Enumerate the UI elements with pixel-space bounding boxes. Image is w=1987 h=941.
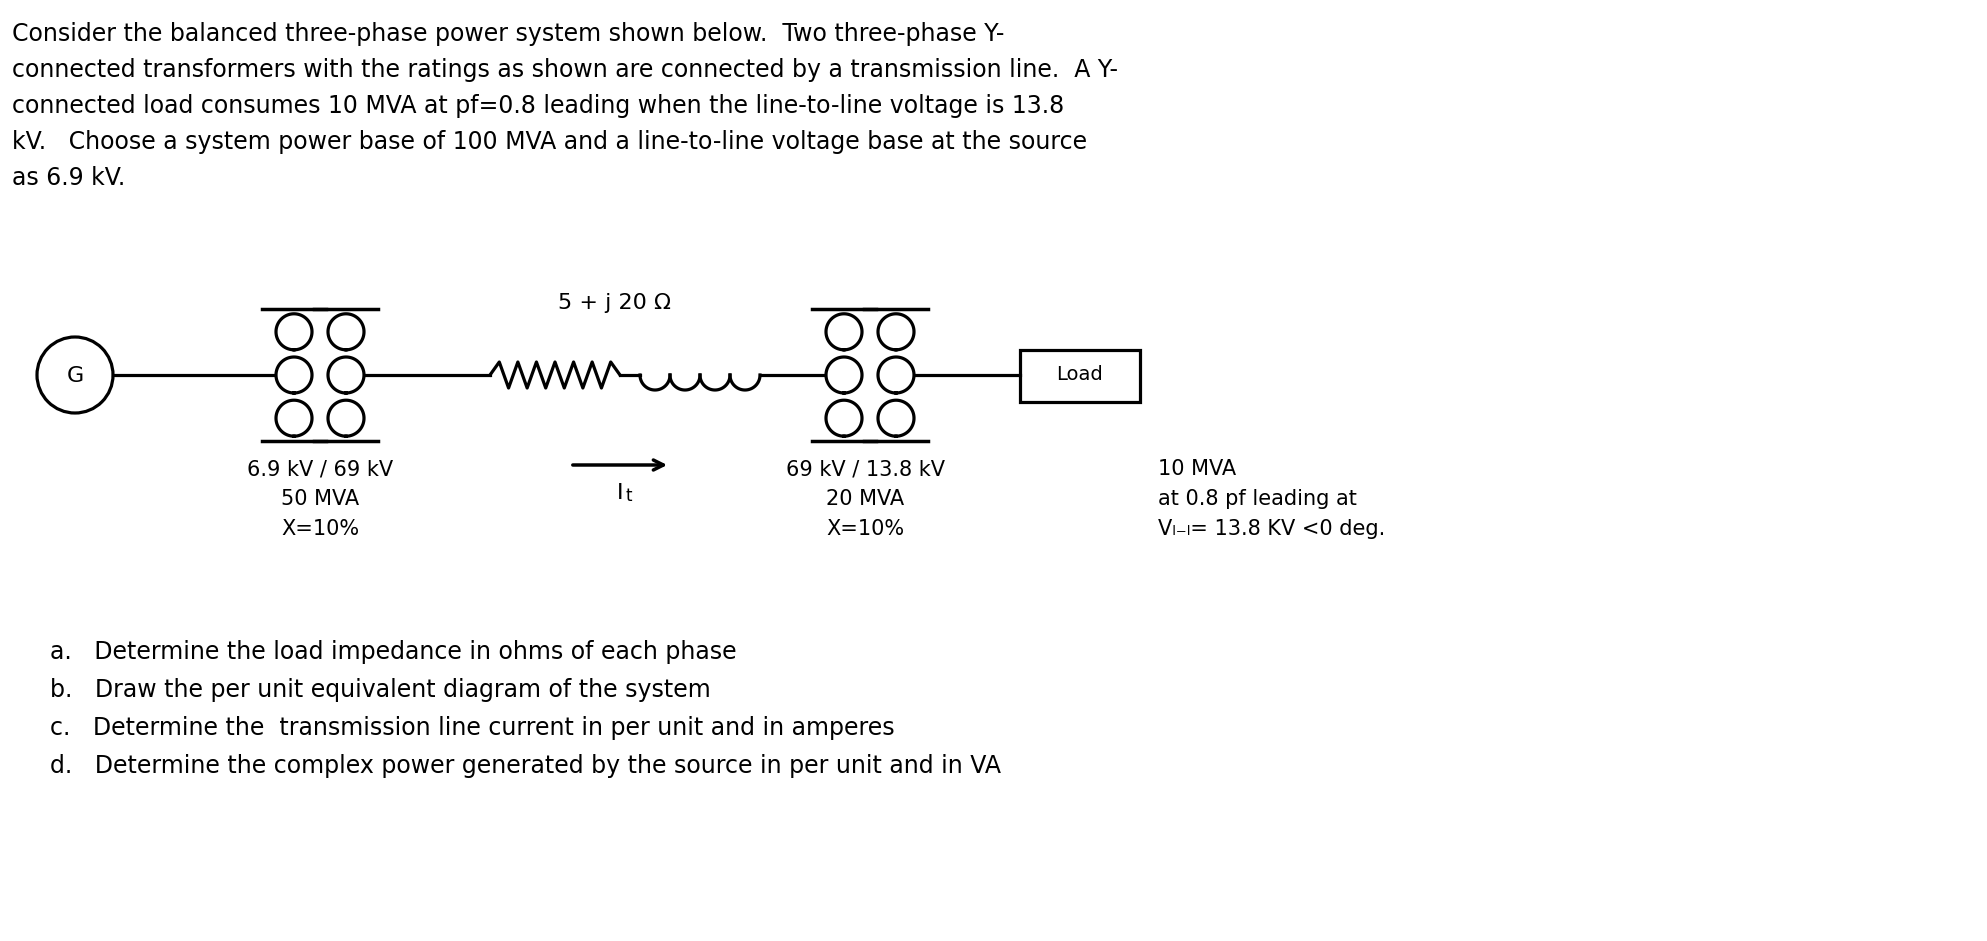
- Text: I: I: [616, 483, 624, 503]
- Text: a.   Determine the load impedance in ohms of each phase: a. Determine the load impedance in ohms …: [50, 640, 737, 664]
- Text: kV.   Choose a system power base of 100 MVA and a line-to-line voltage base at t: kV. Choose a system power base of 100 MV…: [12, 130, 1087, 154]
- Text: b.   Draw the per unit equivalent diagram of the system: b. Draw the per unit equivalent diagram …: [50, 678, 711, 702]
- Text: at 0.8 pf leading at: at 0.8 pf leading at: [1158, 489, 1357, 509]
- Text: connected load consumes 10 MVA at pf=0.8 leading when the line-to-line voltage i: connected load consumes 10 MVA at pf=0.8…: [12, 94, 1065, 118]
- Text: Vₗ₋ₗ= 13.8 KV <0 deg.: Vₗ₋ₗ= 13.8 KV <0 deg.: [1158, 519, 1385, 539]
- Text: 10 MVA: 10 MVA: [1158, 459, 1236, 479]
- Text: t: t: [626, 487, 632, 505]
- Text: 5 + j 20 Ω: 5 + j 20 Ω: [558, 293, 672, 313]
- Text: Consider the balanced three-phase power system shown below.  Two three-phase Y-: Consider the balanced three-phase power …: [12, 22, 1003, 46]
- Text: as 6.9 kV.: as 6.9 kV.: [12, 166, 125, 190]
- Text: 6.9 kV / 69 kV: 6.9 kV / 69 kV: [246, 459, 393, 479]
- Text: 20 MVA: 20 MVA: [827, 489, 904, 509]
- Text: connected transformers with the ratings as shown are connected by a transmission: connected transformers with the ratings …: [12, 58, 1119, 82]
- Bar: [1019, 350, 1141, 402]
- Text: Load: Load: [1057, 365, 1103, 385]
- Text: X=10%: X=10%: [280, 519, 360, 539]
- Text: 50 MVA: 50 MVA: [280, 489, 360, 509]
- Text: c.   Determine the  transmission line current in per unit and in amperes: c. Determine the transmission line curre…: [50, 716, 894, 740]
- Text: 69 kV / 13.8 kV: 69 kV / 13.8 kV: [785, 459, 944, 479]
- Text: d.   Determine the complex power generated by the source in per unit and in VA: d. Determine the complex power generated…: [50, 754, 1001, 778]
- Text: G: G: [66, 366, 83, 386]
- Text: X=10%: X=10%: [827, 519, 904, 539]
